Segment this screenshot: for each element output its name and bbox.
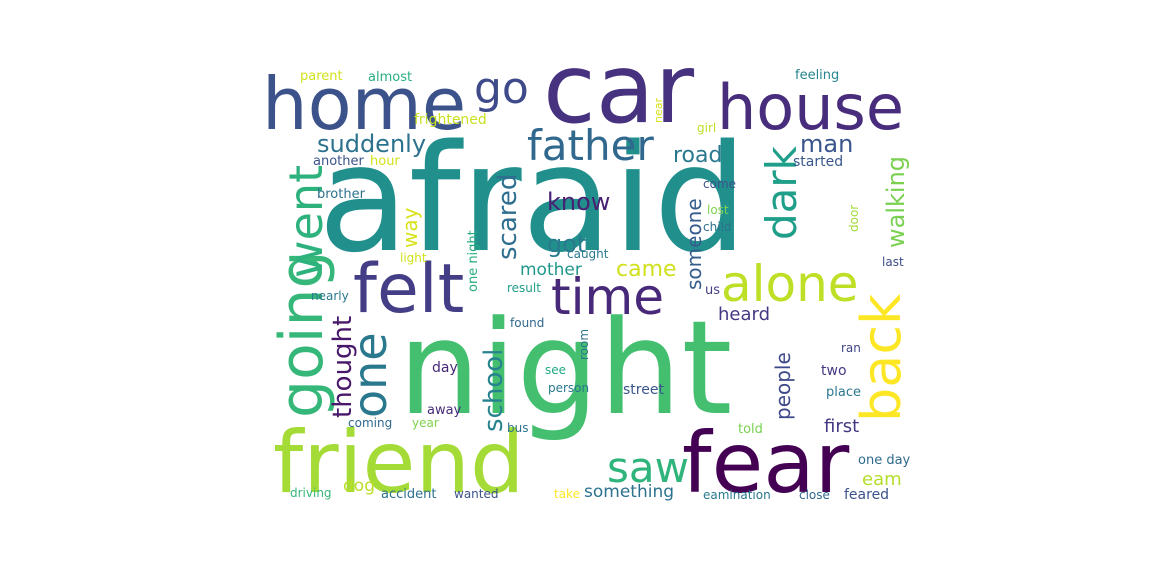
word-home: home: [262, 62, 466, 146]
word-school: school: [479, 349, 509, 432]
word-started: started: [793, 154, 843, 170]
word-friend: friend: [273, 413, 525, 513]
word-know: know: [547, 188, 610, 216]
word-take: take: [554, 487, 580, 501]
word-wanted: wanted: [454, 487, 498, 501]
word-person: person: [548, 381, 589, 395]
word-close: close: [799, 488, 830, 502]
word-see: see: [545, 363, 566, 377]
word-come: come: [703, 177, 736, 191]
word-coming: coming: [348, 416, 392, 430]
word-ran: ran: [841, 341, 861, 355]
word-parent: parent: [300, 69, 343, 84]
word-way: way: [398, 207, 422, 248]
word-afraid: afraid: [318, 113, 747, 285]
word-walking: walking: [882, 156, 910, 248]
word-almost: almost: [368, 70, 412, 85]
word-back: back: [850, 293, 913, 422]
word-near: near: [652, 98, 665, 123]
word-car: car: [543, 33, 695, 145]
word-room: room: [577, 329, 591, 360]
word-dog: dog: [343, 476, 375, 496]
word-girl: girl: [697, 121, 716, 135]
word-go: go: [474, 63, 529, 114]
word-street: street: [623, 382, 664, 398]
word-going: going: [267, 250, 337, 418]
word-light: light: [400, 251, 427, 265]
word-one-night: one night: [466, 230, 481, 292]
word-scared: scared: [493, 174, 523, 260]
word-mother: mother: [520, 260, 582, 280]
word-year: year: [412, 416, 439, 430]
word-eamination: eamination: [703, 488, 771, 502]
word-accident: accident: [381, 487, 436, 502]
word-lost: lost: [707, 203, 729, 217]
word-time: time: [551, 268, 664, 326]
word-door: door: [847, 205, 861, 232]
word-people: people: [771, 352, 795, 420]
word-frightened: frightened: [414, 112, 487, 128]
word-one-day: one day: [858, 453, 911, 468]
word-went: went: [279, 165, 333, 278]
word-feared: feared: [844, 487, 889, 503]
word-dark: dark: [757, 145, 806, 240]
word-us: us: [705, 283, 720, 298]
word-brother: brother: [317, 187, 366, 202]
word-told: told: [738, 422, 763, 437]
word-hour: hour: [370, 154, 400, 169]
word-driving: driving: [290, 486, 332, 500]
word-fear: fear: [682, 414, 850, 512]
word-away: away: [427, 403, 462, 418]
word-night: night: [398, 292, 732, 444]
word-saw: saw: [607, 443, 689, 492]
word-got: got: [547, 230, 586, 258]
word-feeling: feeling: [795, 68, 839, 83]
word-found: found: [510, 316, 544, 330]
word-eam: eam: [862, 469, 902, 490]
word-house: house: [717, 71, 904, 144]
word-felt: felt: [353, 250, 464, 329]
word-man: man: [800, 130, 853, 158]
word-heard: heard: [718, 304, 770, 325]
word-result: result: [507, 281, 541, 295]
word-something: something: [584, 482, 674, 502]
word-caught: caught: [567, 247, 609, 261]
word-first: first: [824, 416, 859, 437]
word-thought: thought: [328, 316, 358, 418]
word-father: father: [527, 121, 654, 170]
word-two: two: [821, 363, 847, 379]
word-day: day: [432, 360, 458, 376]
word-child: child: [703, 220, 732, 234]
word-alone: alone: [721, 255, 859, 313]
word-one: one: [343, 332, 397, 418]
word-came: came: [616, 257, 677, 282]
word-someone: someone: [682, 198, 706, 290]
word-nearly: nearly: [311, 289, 349, 303]
word-another: another: [313, 154, 364, 169]
word-place: place: [826, 385, 861, 400]
word-road: road: [673, 143, 722, 168]
word-last: last: [882, 255, 904, 269]
word-bus: bus: [507, 421, 528, 435]
word-suddenly: suddenly: [317, 130, 426, 158]
